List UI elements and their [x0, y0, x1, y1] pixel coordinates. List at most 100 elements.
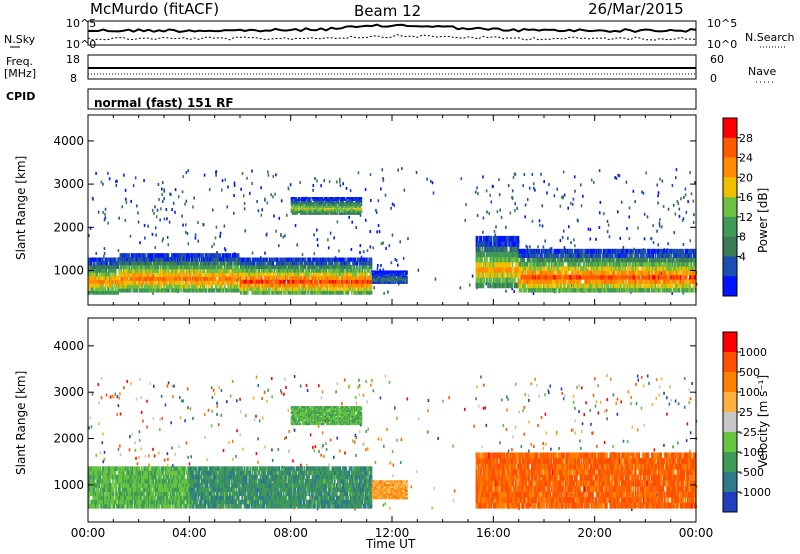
- power-band-5-cell: [621, 279, 623, 284]
- power-band-1-cell: [191, 253, 194, 258]
- power-band-2-cell: [334, 283, 337, 288]
- power-band-1-cell: [205, 257, 208, 262]
- power-band-2-cell: [246, 272, 249, 277]
- power-band-0-cell: [98, 286, 101, 292]
- power-echo: [165, 207, 168, 211]
- power-band-2-cell: [317, 257, 320, 262]
- power-band-1-cell: [199, 268, 202, 274]
- power-band-0-cell: [110, 257, 112, 262]
- power-band-1-cell: [236, 260, 239, 266]
- power-band-5-cell: [565, 253, 568, 258]
- power-band-2-cell: [253, 283, 256, 288]
- power-band-5-cell: [622, 279, 625, 284]
- power-band-1-cell: [135, 253, 138, 258]
- power-band-5-cell: [607, 274, 610, 280]
- power-band-5-cell: [623, 287, 626, 293]
- power-band-2-cell: [266, 264, 269, 270]
- power-band-2-cell: [279, 257, 282, 262]
- power-band-1-cell: [227, 284, 230, 289]
- power-echo: [628, 215, 631, 219]
- power-band-5-cell: [529, 261, 531, 267]
- power-band-5-cell: [655, 266, 658, 271]
- power-echo: [373, 286, 375, 290]
- power-band-5-cell: [587, 283, 590, 289]
- power-band-5-cell: [660, 253, 663, 258]
- power-band-5-cell: [674, 287, 676, 293]
- power-band-2-cell: [248, 268, 250, 273]
- power-band-5-cell: [618, 274, 621, 280]
- power-band-5-cell: [637, 266, 640, 271]
- power-echo: [95, 251, 98, 255]
- power-band-1-cell: [171, 253, 173, 258]
- power-echo: [606, 230, 609, 234]
- power-echo: [182, 175, 185, 179]
- power-band-5-cell: [584, 274, 587, 280]
- power-band-5-cell: [628, 283, 630, 289]
- power-band-5-cell: [532, 266, 535, 271]
- power-band-5-cell: [557, 248, 560, 254]
- power-band-5-cell: [546, 253, 549, 258]
- power-echo: [657, 191, 660, 195]
- power-band-5-cell: [598, 279, 600, 284]
- power-band-4-cell: [496, 235, 499, 242]
- power-band-1-cell: [180, 276, 183, 281]
- power-band-0-cell: [88, 286, 90, 292]
- power-band-3-cell: [402, 279, 405, 282]
- power-band-5-cell: [534, 266, 537, 271]
- power-band-1-cell: [233, 276, 235, 281]
- power-band-5-cell: [645, 279, 648, 284]
- power-band-5-cell: [652, 261, 654, 267]
- power-band-2-cell: [369, 279, 372, 284]
- power-band-1-cell: [133, 276, 136, 281]
- power-band-5-cell: [573, 283, 576, 289]
- power-band-2-cell: [295, 272, 298, 277]
- power-band-1-cell: [145, 257, 148, 262]
- power-echo: [355, 226, 357, 230]
- power-band-5-cell: [582, 257, 584, 263]
- power-band-2-cell: [270, 279, 272, 284]
- power-band-5-cell: [686, 261, 689, 267]
- power-band-2-cell: [330, 283, 332, 288]
- power-band-5-cell: [578, 287, 581, 293]
- power-band-5-cell: [573, 248, 576, 254]
- power-band-5-cell: [575, 248, 577, 254]
- power-band-5-cell: [577, 283, 580, 289]
- power-band-2-cell: [270, 261, 272, 266]
- power-band-2-cell: [356, 261, 359, 266]
- power-band-1-cell: [157, 272, 160, 277]
- power-band-2-cell: [356, 279, 359, 284]
- power-band-4-cell: [484, 267, 487, 273]
- power-band-4-cell: [480, 251, 483, 258]
- power-band-2-cell: [294, 283, 297, 288]
- power-band-5-cell: [595, 270, 598, 276]
- power-band-5-cell: [565, 287, 568, 293]
- power-band-1-cell: [225, 272, 227, 277]
- power-band-4-cell: [487, 241, 489, 247]
- power-band-2-cell: [348, 286, 351, 292]
- power-band-4-cell: [479, 251, 481, 258]
- power-band-3-cell: [383, 270, 385, 273]
- power-band-5-cell: [542, 266, 545, 271]
- power-band-1-cell: [213, 253, 216, 258]
- power-band-4-cell: [502, 235, 505, 242]
- power-band-3-cell: [385, 273, 388, 275]
- power-band-0-cell: [117, 286, 119, 292]
- power-band-5-cell: [662, 279, 665, 284]
- power-band-1-cell: [182, 288, 185, 293]
- power-band-4-cell: [509, 256, 512, 263]
- power-band-1-cell: [170, 276, 172, 281]
- power-band-1-cell: [165, 288, 168, 293]
- power-band-2-cell: [300, 279, 302, 284]
- power-band-5-cell: [530, 274, 532, 280]
- power-band-2-cell: [292, 286, 294, 292]
- power-band-4-cell: [489, 235, 492, 242]
- power-band-2-cell: [279, 272, 282, 277]
- power-band-2-cell: [298, 283, 301, 288]
- power-band-0-cell: [92, 261, 95, 266]
- power-band-5-cell: [631, 261, 634, 267]
- power-band-3-cell: [375, 279, 377, 282]
- power-echo: [241, 171, 244, 175]
- power-band-3-cell: [402, 275, 405, 278]
- power-band-5-cell: [590, 279, 592, 284]
- power-band-3-cell: [378, 270, 381, 273]
